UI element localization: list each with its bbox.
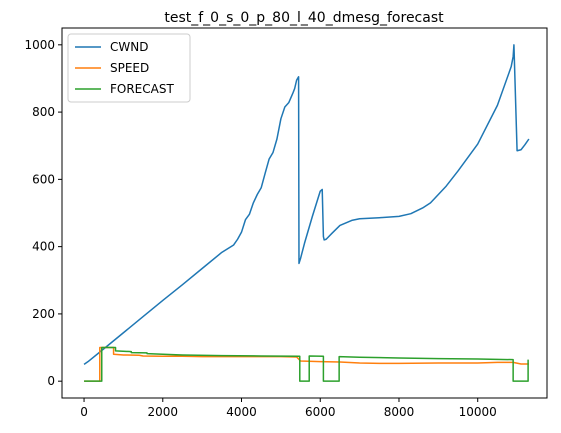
chart-title: test_f_0_s_0_p_80_l_40_dmesg_forecast <box>164 10 444 26</box>
legend-label-cwnd: CWND <box>110 40 148 54</box>
x-tick-label: 4000 <box>226 405 257 419</box>
legend-box <box>67 33 191 103</box>
y-tick-label: 0 <box>47 374 55 388</box>
y-tick-label: 800 <box>32 105 55 119</box>
legend: CWND SPEED FORECAST <box>67 33 191 103</box>
plot-frame <box>61 27 548 399</box>
legend-label-speed: SPEED <box>110 61 149 75</box>
x-tick-label: 8000 <box>384 405 415 419</box>
y-tick-label: 600 <box>32 172 55 186</box>
y-tick-label: 200 <box>32 307 55 321</box>
x-tick-label: 10000 <box>459 405 497 419</box>
y-axis: 0 200 400 600 800 1000 <box>24 38 62 388</box>
series-layer <box>83 44 530 382</box>
series-line-cwnd <box>83 44 530 365</box>
plot-area <box>61 27 548 399</box>
legend-label-forecast: FORECAST <box>110 82 174 96</box>
x-tick-label: 2000 <box>148 405 179 419</box>
y-tick-label: 1000 <box>24 38 55 52</box>
x-tick-label: 6000 <box>305 405 336 419</box>
y-tick-label: 400 <box>32 240 55 254</box>
series-line-forecast <box>84 346 529 382</box>
x-tick-label: 0 <box>80 405 88 419</box>
x-axis: 0 2000 4000 6000 8000 10000 <box>80 398 497 419</box>
